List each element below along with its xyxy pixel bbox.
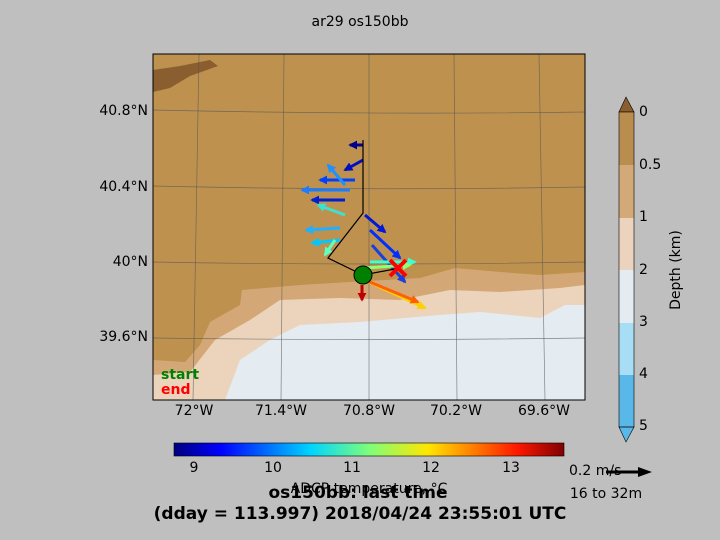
scale-depth: 16 to 32m [570, 486, 642, 502]
lon-label: 70.2°W [430, 403, 482, 419]
vector [343, 158, 364, 172]
lon-labels: 72°W 71.4°W 70.8°W 70.2°W 69.6°W [175, 403, 571, 419]
lat-label: 39.6°N [99, 329, 148, 345]
depth-tick: 1 [639, 209, 648, 225]
depth-tick: 0.5 [639, 157, 661, 173]
lat-line [152, 261, 586, 265]
lon-label: 69.6°W [518, 403, 570, 419]
start-marker [353, 265, 373, 285]
shape [173, 442, 565, 457]
track [327, 140, 401, 276]
lat-line [152, 185, 586, 190]
map-frame [152, 53, 586, 401]
lat-labels: 40.8°N 40.4°N 40°N 39.6°N [99, 103, 148, 345]
map: start end [152, 53, 586, 401]
vector [326, 163, 347, 186]
depth-tick: 2 [639, 262, 648, 278]
lat-label: 40.8°N [99, 103, 148, 119]
shape [638, 467, 652, 477]
lon-label: 72°W [175, 403, 214, 419]
shape [619, 112, 634, 165]
end-marker [388, 258, 408, 278]
end-label: end [161, 382, 190, 398]
temp-tick: 9 [190, 460, 199, 476]
depth-label: Depth (km) [668, 230, 684, 310]
scale-speed: 0.2 m/s [569, 463, 621, 479]
depth-tick: 0 [639, 104, 648, 120]
lat-line [152, 109, 586, 114]
vectors [300, 140, 427, 310]
temperature-colorbar: 9 10 11 12 13 ADCP temperature, °C [173, 442, 565, 497]
shape [619, 375, 634, 427]
island [153, 60, 218, 92]
temp-label: ADCP temperature, °C [291, 481, 448, 497]
vector [368, 228, 402, 260]
title: ar29 os150bb [312, 14, 409, 30]
lon-line [280, 53, 285, 401]
shape [619, 218, 634, 270]
temp-tick: 13 [502, 460, 520, 476]
depth-colorbar: 0 0.5 1 2 3 4 5 Depth (km) [618, 96, 684, 443]
shape [618, 426, 635, 443]
temp-tick: 11 [343, 460, 361, 476]
footer-line1: os150bb: last time [269, 483, 448, 503]
start-label: start [161, 367, 199, 383]
shape [618, 111, 635, 428]
depth-tick: 3 [639, 314, 648, 330]
vector [364, 278, 420, 304]
vector [316, 203, 346, 217]
depth-tick: 4 [639, 366, 648, 382]
temp-tick: 12 [422, 460, 440, 476]
vector [304, 225, 341, 235]
lon-line [453, 53, 458, 401]
shape [619, 165, 634, 218]
deep-water [225, 305, 585, 400]
lon-line [538, 53, 546, 401]
lon-line [192, 53, 200, 401]
temp-tick: 10 [264, 460, 282, 476]
scale: 0.2 m/s 16 to 32m [569, 463, 652, 502]
lon-label: 71.4°W [255, 403, 307, 419]
vector [364, 213, 387, 234]
lon-label: 70.8°W [343, 403, 395, 419]
shape [619, 270, 634, 323]
shape [619, 323, 634, 375]
depth-tick: 5 [639, 418, 648, 434]
lat-label: 40.4°N [99, 179, 148, 195]
shape [618, 96, 635, 113]
footer-line2: (dday = 113.997) 2018/04/24 23:55:01 UTC [154, 504, 567, 524]
lat-line [152, 337, 586, 340]
vector [323, 239, 337, 257]
lat-label: 40°N [113, 254, 148, 270]
